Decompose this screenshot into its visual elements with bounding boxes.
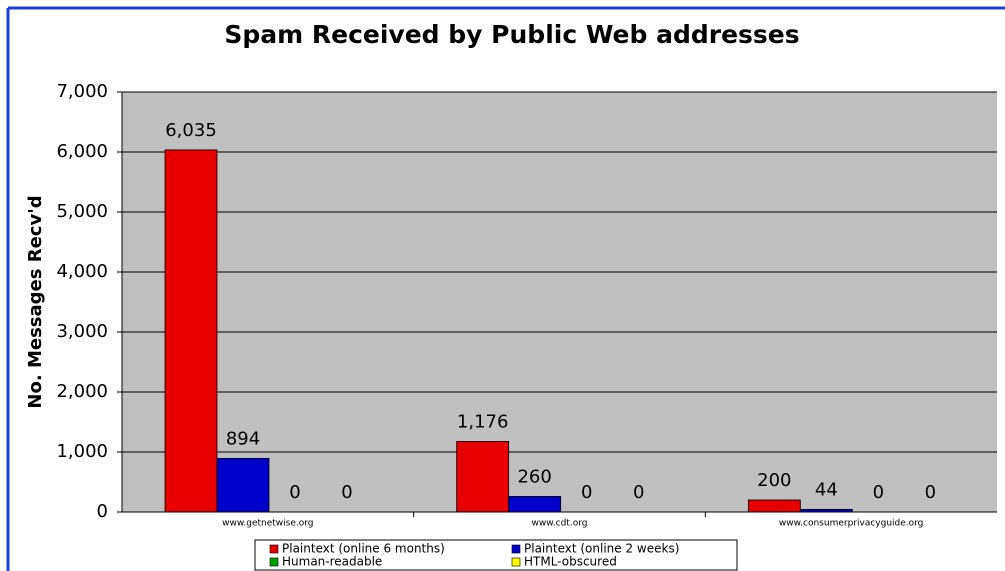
x-tick-label: www.cdt.org <box>532 519 588 529</box>
legend-label: Human-readable <box>282 555 382 569</box>
value-label: 0 <box>925 482 936 503</box>
legend-swatch <box>269 544 279 554</box>
value-label: 200 <box>757 470 791 491</box>
bar <box>456 441 510 513</box>
value-label: 0 <box>633 482 644 503</box>
x-tick-label: www.consumerprivacyguide.org <box>779 519 924 529</box>
legend-label: Plaintext (online 2 weeks) <box>524 542 679 556</box>
legend-swatch <box>511 557 521 567</box>
y-tick-label: 6,000 <box>56 141 108 162</box>
legend-label: Plaintext (online 6 months) <box>282 542 445 556</box>
value-label: 894 <box>226 428 260 449</box>
value-label: 0 <box>289 482 300 503</box>
y-tick-label: 4,000 <box>56 261 108 282</box>
value-label: 1,176 <box>457 411 509 432</box>
chart-title: Spam Received by Public Web addresses <box>224 20 799 49</box>
y-tick-label: 7,000 <box>56 81 108 102</box>
y-tick-label: 5,000 <box>56 201 108 222</box>
value-label: 0 <box>873 482 884 503</box>
value-label: 260 <box>517 466 551 487</box>
y-tick-label: 1,000 <box>56 441 108 462</box>
bar <box>747 499 801 513</box>
value-label: 44 <box>815 479 838 500</box>
y-axis-label: No. Messages Recv'd <box>25 195 46 408</box>
legend <box>254 539 738 571</box>
bar <box>216 457 270 513</box>
legend-swatch <box>269 557 279 567</box>
y-tick-label: 2,000 <box>56 381 108 402</box>
y-tick-label: 0 <box>97 501 108 522</box>
legend-swatch <box>511 544 521 554</box>
bar <box>508 495 562 513</box>
x-tick-label: www.getnetwise.org <box>222 519 313 529</box>
value-label: 0 <box>581 482 592 503</box>
legend-label: HTML-obscured <box>524 555 617 569</box>
bar <box>164 149 218 513</box>
plot-area <box>122 92 997 512</box>
value-label: 6,035 <box>165 120 217 141</box>
y-tick-label: 3,000 <box>56 321 108 342</box>
value-label: 0 <box>341 482 352 503</box>
